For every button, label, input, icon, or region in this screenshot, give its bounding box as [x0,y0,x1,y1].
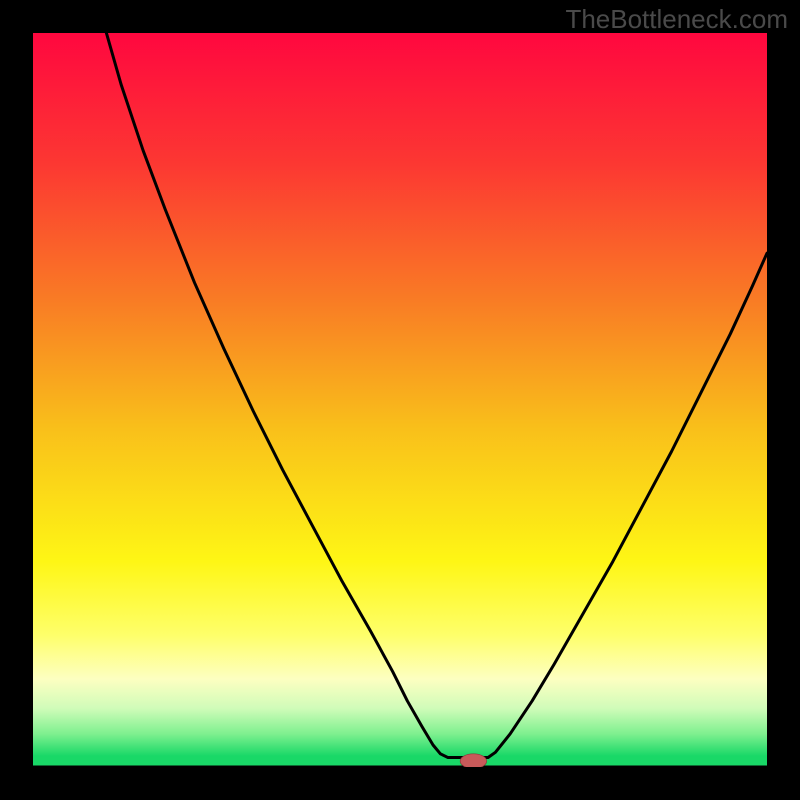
gradient-background [33,33,767,767]
plot-area [33,33,767,767]
watermark-text: TheBottleneck.com [565,4,788,35]
optimal-marker [460,754,486,767]
